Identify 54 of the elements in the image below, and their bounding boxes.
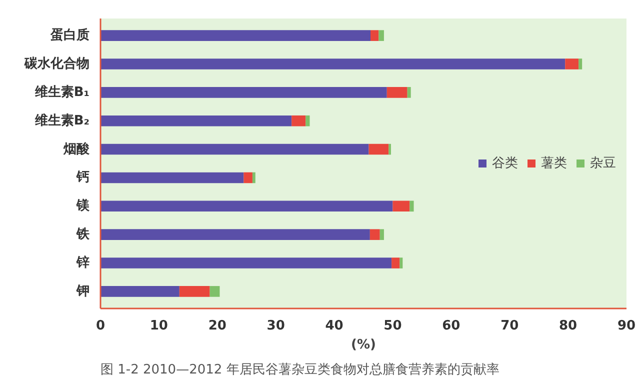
y-tick-label: 铁 xyxy=(76,227,90,242)
bar xyxy=(244,172,252,184)
bar xyxy=(100,286,180,297)
y-tick-label: 钙 xyxy=(76,170,90,186)
bar xyxy=(565,58,579,70)
bar xyxy=(380,229,384,240)
y-tick-label: 钾 xyxy=(76,284,90,299)
caption: 图 1-2 2010—2012 年居民谷薯杂豆类食物对总膳食营养素的贡献率 xyxy=(100,362,500,378)
legend-label: 谷类 xyxy=(492,155,518,172)
bar xyxy=(578,58,582,70)
bar xyxy=(410,200,414,212)
bar xyxy=(400,258,403,268)
bar xyxy=(370,229,380,240)
bar xyxy=(100,115,292,126)
y-tick-label: 锌 xyxy=(76,254,90,271)
bar xyxy=(306,115,310,126)
bar xyxy=(392,258,400,268)
bar xyxy=(100,200,393,212)
y-tick-label: 蛋白质 xyxy=(50,27,90,44)
bar xyxy=(407,87,411,98)
bar xyxy=(252,172,256,184)
x-tick-label: 80 xyxy=(559,318,578,334)
bar xyxy=(370,30,379,41)
bar xyxy=(100,258,392,268)
y-tick-label: 碳水化合物 xyxy=(24,55,90,72)
bar xyxy=(100,144,369,155)
x-tick-label: 0 xyxy=(96,318,106,334)
bar xyxy=(368,144,389,155)
x-tick-label: 30 xyxy=(266,318,285,334)
x-tick-label: 90 xyxy=(617,318,636,334)
x-tick-label: 20 xyxy=(208,318,226,334)
legend-label: 薯类 xyxy=(541,155,567,172)
x-tick-label: 70 xyxy=(500,318,519,334)
y-tick-label: 维生素B₂ xyxy=(34,112,90,128)
bar xyxy=(210,286,220,297)
bar xyxy=(100,229,370,240)
bar xyxy=(378,30,384,41)
bar xyxy=(386,87,408,98)
legend-label: 杂豆 xyxy=(590,155,616,172)
bar xyxy=(100,58,566,70)
y-tick-label: 维生素B₁ xyxy=(34,84,90,100)
x-tick-label: 10 xyxy=(150,318,168,334)
bar xyxy=(179,286,210,297)
y-tick-label: 镁 xyxy=(76,198,90,214)
x-tick-label: 50 xyxy=(384,318,402,334)
bar xyxy=(392,200,410,212)
x-tick-label: 40 xyxy=(325,318,344,334)
x-tick-label: 60 xyxy=(442,318,460,334)
bar xyxy=(100,87,387,98)
bar xyxy=(100,30,371,41)
bar xyxy=(292,115,306,126)
y-tick-label: 烟酸 xyxy=(62,140,90,157)
bar xyxy=(100,172,244,184)
x-axis-title: (%) xyxy=(351,338,376,352)
